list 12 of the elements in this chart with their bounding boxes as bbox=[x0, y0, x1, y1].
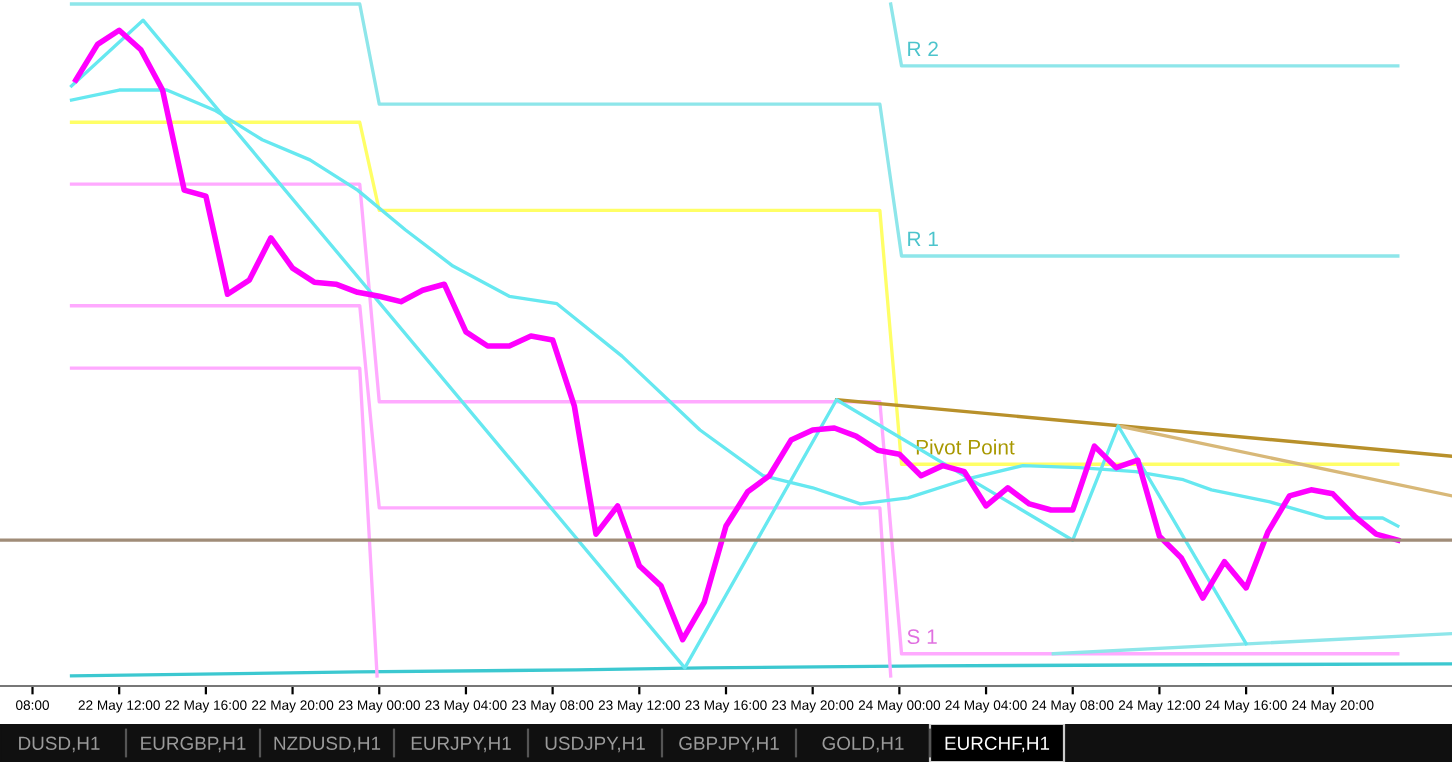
text: DUSD,H1 bbox=[19, 736, 100, 753]
text: EURCHF,H1 bbox=[945, 736, 1050, 753]
text: NZDUSD,H1 bbox=[274, 736, 381, 753]
text: USDJPY,H1 bbox=[545, 736, 645, 753]
text: GOLD,H1 bbox=[822, 736, 904, 753]
annotation: R 2 bbox=[908, 41, 938, 56]
annotation: R 1 bbox=[908, 231, 938, 247]
annotation: S 1 bbox=[907, 629, 937, 645]
annotation: Pivot Point bbox=[916, 439, 1015, 455]
text: GBPJPY,H1 bbox=[679, 736, 779, 753]
text: EURGBP,H1 bbox=[141, 736, 246, 753]
text: EURJPY,H1 bbox=[411, 736, 511, 753]
